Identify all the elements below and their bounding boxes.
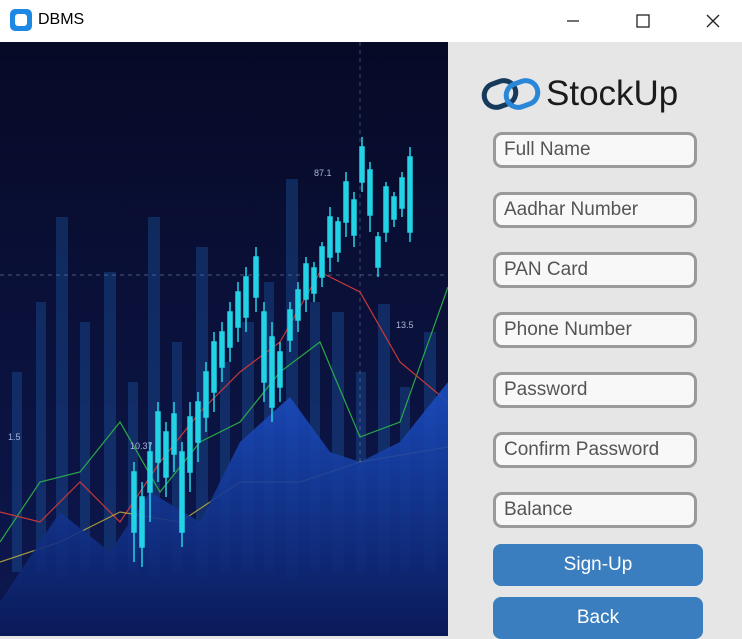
pan-card-input[interactable] xyxy=(493,252,697,288)
chain-link-logo-icon xyxy=(481,78,541,110)
candlesticks xyxy=(131,137,413,567)
balance-input[interactable] xyxy=(493,492,697,528)
signup-panel: StockUp Sign-Up Back xyxy=(448,42,742,639)
minimize-icon xyxy=(567,20,579,22)
password-input[interactable] xyxy=(493,372,697,408)
confirm-password-input[interactable] xyxy=(493,432,697,468)
window-title: DBMS xyxy=(38,11,85,28)
minimize-button[interactable] xyxy=(550,0,596,42)
stock-chart-image: 87.1 13.5 10.37 1.5 xyxy=(0,42,448,636)
close-button[interactable] xyxy=(690,0,736,42)
phone-number-input[interactable] xyxy=(493,312,697,348)
chart-label: 13.5 xyxy=(396,320,414,330)
aadhar-number-input[interactable] xyxy=(493,192,697,228)
maximize-icon xyxy=(636,14,650,28)
brand-name: StockUp xyxy=(546,74,679,113)
back-button[interactable]: Back xyxy=(493,597,703,639)
title-bar: DBMS xyxy=(0,0,742,42)
close-icon xyxy=(706,14,720,28)
app-icon xyxy=(10,9,32,31)
chart-label: 10.37 xyxy=(130,441,153,451)
chart-label: 1.5 xyxy=(8,432,21,442)
signup-button[interactable]: Sign-Up xyxy=(493,544,703,586)
full-name-input[interactable] xyxy=(493,132,697,168)
maximize-button[interactable] xyxy=(620,0,666,42)
chart-label: 87.1 xyxy=(314,168,332,178)
